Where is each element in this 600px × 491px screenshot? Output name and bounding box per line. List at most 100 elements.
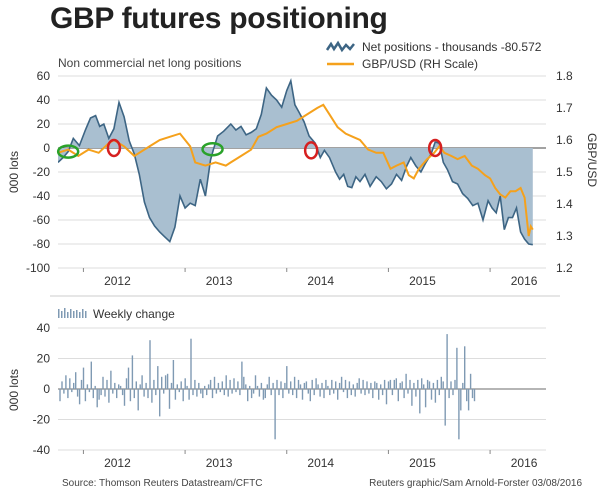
right-tick-label: 1.6 xyxy=(556,133,573,147)
weekly-change-bar xyxy=(94,385,96,389)
weekly-change-bar xyxy=(372,389,374,399)
weekly-change-bar xyxy=(419,389,421,414)
right-axis-ticks: 1.2 1.3 1.4 1.5 1.6 1.7 1.8 xyxy=(556,69,573,275)
weekly-change-bar xyxy=(270,389,272,396)
weekly-change-bar xyxy=(178,389,180,393)
left-tick-label: -100 xyxy=(26,261,50,275)
weekly-change-bar xyxy=(340,376,343,389)
weekly-change-bar xyxy=(127,367,130,389)
weekly-change-bar xyxy=(100,389,102,396)
weekly-change-bar xyxy=(188,389,190,400)
weekly-change-bar xyxy=(442,381,444,389)
weekly-change-bar xyxy=(170,382,173,389)
chart-title: GBP futures positioning xyxy=(50,2,388,35)
weekly-change-bar xyxy=(161,376,163,389)
top-x-axis-ticks: 2012 2013 2014 2015 2016 xyxy=(82,268,538,288)
bottom-x-axis-ticks: 2012 2013 2014 2015 2016 xyxy=(82,450,538,470)
weekly-change-bar xyxy=(114,382,116,389)
weekly-change-bar xyxy=(211,389,214,399)
weekly-change-bar xyxy=(252,389,255,394)
weekly-change-bar xyxy=(159,389,161,417)
weekly-change-bar xyxy=(180,381,182,389)
bottom-x-tick-label: 2012 xyxy=(104,456,131,470)
weekly-change-bar xyxy=(466,389,468,402)
weekly-change-bar xyxy=(247,389,249,402)
right-tick-label: 1.5 xyxy=(556,165,573,179)
weekly-change-bar xyxy=(76,389,79,397)
weekly-change-bar xyxy=(153,379,155,389)
weekly-change-bar xyxy=(282,389,284,399)
weekly-change-bar xyxy=(118,384,120,389)
right-axis-label: GBP/USD xyxy=(585,133,599,187)
top-x-tick-label: 2012 xyxy=(104,274,131,288)
weekly-change-bar xyxy=(337,389,339,400)
weekly-change-bar xyxy=(348,381,351,389)
weekly-change-bar xyxy=(313,389,315,396)
weekly-change-bar xyxy=(108,389,110,403)
green-circle-marker xyxy=(56,144,80,159)
weekly-change-bar xyxy=(119,385,122,389)
weekly-change-bar xyxy=(462,382,464,389)
weekly-change-bar xyxy=(198,382,200,389)
bottom-x-tick-label: 2014 xyxy=(307,456,334,470)
weekly-change-bar xyxy=(250,389,253,399)
weekly-change-bar xyxy=(471,389,474,399)
top-subtitle: Non commercial net long positions xyxy=(58,56,241,70)
weekly-change-bar xyxy=(204,385,206,389)
weekly-change-bar xyxy=(61,381,63,389)
weekly-change-bar xyxy=(206,389,208,396)
weekly-change-bar xyxy=(395,378,397,389)
weekly-change-bar xyxy=(303,382,306,389)
weekly-change-bar xyxy=(448,389,450,399)
right-tick-label: 1.2 xyxy=(556,261,573,275)
weekly-change-bar xyxy=(364,389,366,396)
weekly-change-bar xyxy=(405,373,407,390)
bottom-y-tick-label: 20 xyxy=(37,352,51,366)
weekly-change-bar xyxy=(288,389,290,394)
weekly-change-bar xyxy=(290,381,292,389)
weekly-change-bar xyxy=(219,389,221,393)
weekly-change-bar xyxy=(423,384,425,389)
credit-note: Reuters graphic/Sam Arnold-Forster 03/08… xyxy=(369,478,582,489)
weekly-change-bar xyxy=(88,389,91,393)
weekly-change-bar xyxy=(141,375,143,389)
weekly-change-bar xyxy=(444,389,446,426)
legend-gbp-label: GBP/USD (RH Scale) xyxy=(362,57,478,71)
net-positions-area xyxy=(58,77,533,246)
legend-net-swatch xyxy=(325,40,355,53)
weekly-change-bar xyxy=(196,389,198,397)
weekly-change-bar xyxy=(344,379,347,389)
weekly-change-bar xyxy=(59,389,61,402)
weekly-change-bar xyxy=(307,389,309,394)
weekly-change-bar xyxy=(389,379,392,389)
weekly-change-bar xyxy=(151,389,153,403)
weekly-change-bar xyxy=(223,389,225,396)
weekly-change-bar xyxy=(381,389,384,396)
legend-net-label: Net positions - thousands -80.572 xyxy=(362,40,542,54)
weekly-change-bar xyxy=(176,384,178,389)
weekly-change-bar xyxy=(174,389,177,400)
weekly-change-bar xyxy=(305,381,308,389)
weekly-change-bar xyxy=(139,384,141,389)
weekly-change-bar xyxy=(317,384,319,389)
weekly-change-bar xyxy=(393,379,395,389)
left-tick-label: 60 xyxy=(37,69,51,83)
weekly-change-bar xyxy=(424,389,427,408)
weekly-change-bar xyxy=(202,389,204,399)
weekly-change-bar xyxy=(168,389,171,409)
bottom-y-axis-ticks: -40 -20 0 20 40 xyxy=(33,321,51,457)
weekly-change-bar xyxy=(387,381,390,389)
weekly-change-bar xyxy=(190,338,192,389)
weekly-change-bar xyxy=(147,389,149,399)
left-axis-ticks: -100 -80 -60 -40 -20 0 20 40 60 xyxy=(26,69,50,275)
weekly-change-bar xyxy=(75,372,77,389)
weekly-change-bar xyxy=(110,370,112,389)
weekly-change-bar xyxy=(225,375,227,389)
weekly-change-bar xyxy=(149,340,151,389)
weekly-change-bar xyxy=(329,389,331,396)
right-tick-label: 1.7 xyxy=(556,101,573,115)
net-positions-chart: Non commercial net long positions Net po… xyxy=(7,40,599,288)
weekly-change-bar xyxy=(123,389,126,406)
top-x-tick-label: 2015 xyxy=(409,274,436,288)
